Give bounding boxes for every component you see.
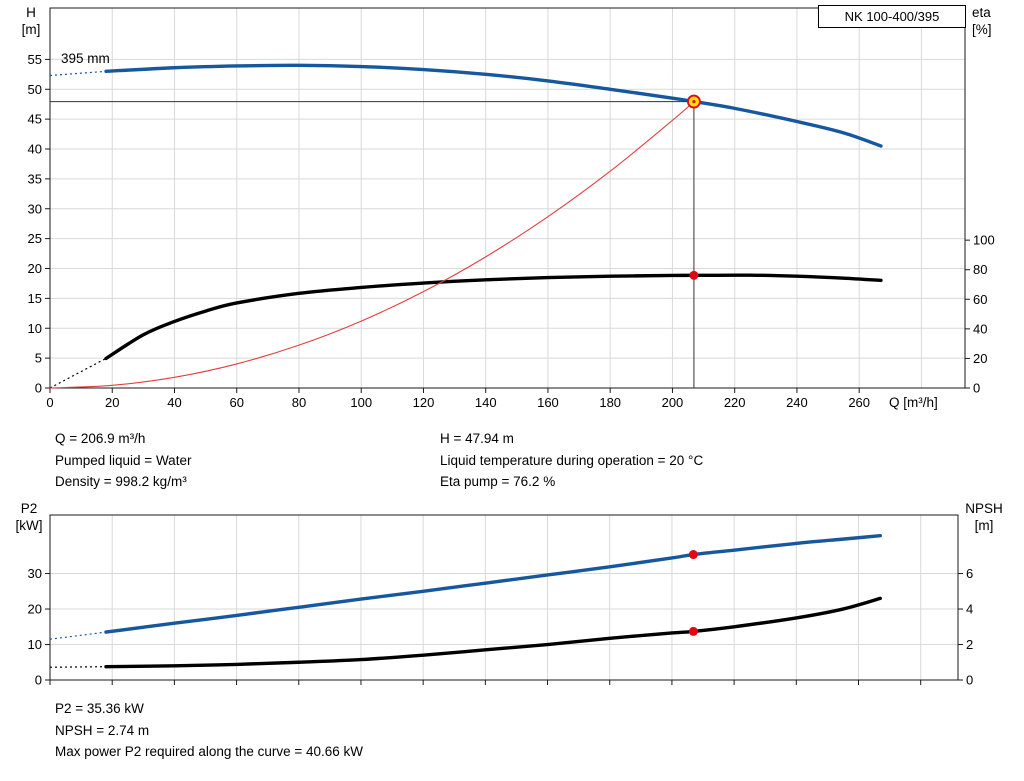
npsh-value-text: NPSH = 2.74 m <box>55 722 150 738</box>
duty-info-left: Q = 206.9 m³/h Pumped liquid = Water Den… <box>55 428 191 493</box>
right-axis-tick-label: 0 <box>966 673 973 688</box>
duty-info-right: H = 47.94 m Liquid temperature during op… <box>440 428 703 493</box>
npsh-curve-lead-in <box>49 666 106 668</box>
eta-axis-title: eta [%] <box>972 4 1018 38</box>
power-info: P2 = 35.36 kW NPSH = 2.74 m Max power P2… <box>55 698 363 763</box>
x-axis-tick-label: 60 <box>230 395 244 410</box>
eta-pump-text: Eta pump = 76.2 % <box>440 474 556 489</box>
left-axis-tick-label: 45 <box>28 112 42 127</box>
left-axis-tick-label: 30 <box>28 566 42 581</box>
x-axis-tick-label: 100 <box>350 395 372 410</box>
duty-flow-text: Q = 206.9 m³/h <box>55 431 146 446</box>
q-axis-title: Q [m³/h] <box>889 395 938 410</box>
left-axis-tick-label: 10 <box>28 637 42 652</box>
system-curve <box>49 101 695 389</box>
duty-point-center <box>692 99 696 104</box>
head-axis-unit: [m] <box>21 22 41 37</box>
right-axis-tick-label: 0 <box>973 381 980 396</box>
npsh-curve <box>104 596 882 669</box>
left-axis-tick-label: 5 <box>35 351 42 366</box>
right-axis-tick-label: 40 <box>973 321 987 336</box>
right-axis-tick-label: 100 <box>973 233 995 248</box>
max-power-text: Max power P2 required along the curve = … <box>55 744 364 759</box>
density-text: Density = 998.2 kg/m³ <box>55 474 187 489</box>
npsh-axis-symbol: NPSH <box>965 501 1003 516</box>
head-axis-symbol: H <box>26 5 36 20</box>
plot-border <box>49 514 959 681</box>
left-axis-tick-label: 20 <box>28 261 42 276</box>
right-axis-tick-label: 80 <box>973 262 987 277</box>
left-axis-tick-label: 20 <box>28 602 42 617</box>
left-axis-tick-label: 40 <box>28 142 42 157</box>
duty-head-text: H = 47.94 m <box>440 431 514 446</box>
p2-axis-unit: [kW] <box>15 518 43 533</box>
left-axis-tick-label: 35 <box>28 171 42 186</box>
right-axis-tick-label: 2 <box>966 637 973 652</box>
p2-value-text: P2 = 35.36 kW <box>55 701 144 716</box>
right-axis-tick-label: 6 <box>966 566 973 581</box>
p2-curve <box>104 534 882 634</box>
x-axis-tick-label: 160 <box>537 395 559 410</box>
left-axis-tick-label: 0 <box>35 673 42 688</box>
x-axis-tick-label: 140 <box>475 395 497 410</box>
p2-duty-dot <box>688 550 698 560</box>
npsh-axis-title: NPSH [m] <box>956 500 1012 534</box>
right-axis-tick-label: 4 <box>966 602 973 617</box>
pump-model-box: NK 100-400/395 <box>818 5 966 28</box>
left-axis-tick-label: 25 <box>28 231 42 246</box>
plot-border <box>49 7 966 389</box>
eta-duty-dot <box>689 270 699 280</box>
left-axis-tick-label: 55 <box>28 52 42 67</box>
efficiency-curve <box>104 273 883 361</box>
x-axis-tick-label: 80 <box>292 395 306 410</box>
x-axis-tick-label: 200 <box>662 395 684 410</box>
eta-axis-unit: [%] <box>972 22 992 37</box>
left-axis-tick-label: 30 <box>28 201 42 216</box>
head-curve <box>104 63 883 148</box>
left-axis-tick-label: 0 <box>35 381 42 396</box>
p2-axis-title: P2 [kW] <box>8 500 50 534</box>
x-axis-tick-label: 220 <box>724 395 746 410</box>
right-axis-tick-label: 20 <box>973 351 987 366</box>
head-axis-title: H [m] <box>13 4 49 38</box>
x-axis-tick-label: 260 <box>848 395 870 410</box>
left-axis-tick-label: 50 <box>28 82 42 97</box>
impeller-size-label: 395 mm <box>61 51 110 66</box>
eta-axis-symbol: eta <box>972 5 991 20</box>
x-axis-tick-label: 0 <box>46 395 53 410</box>
x-axis-tick-label: 40 <box>167 395 181 410</box>
x-axis-tick-label: 120 <box>413 395 435 410</box>
left-axis-tick-label: 10 <box>28 321 42 336</box>
p2-curve-lead-in <box>49 631 107 640</box>
x-axis-tick-label: 180 <box>599 395 621 410</box>
pumped-liquid-text: Pumped liquid = Water <box>55 452 192 468</box>
head-curve-lead-in <box>49 70 107 77</box>
left-axis-tick-label: 15 <box>28 291 42 306</box>
liquid-temperature-text: Liquid temperature during operation = 20… <box>440 452 704 468</box>
npsh-axis-unit: [m] <box>974 518 994 533</box>
npsh-duty-dot <box>688 626 698 636</box>
efficiency-curve-lead-in <box>49 357 107 389</box>
x-axis-tick-label: 20 <box>105 395 119 410</box>
right-axis-tick-label: 60 <box>973 292 987 307</box>
p2-axis-symbol: P2 <box>20 501 38 516</box>
x-axis-tick-label: 240 <box>786 395 808 410</box>
